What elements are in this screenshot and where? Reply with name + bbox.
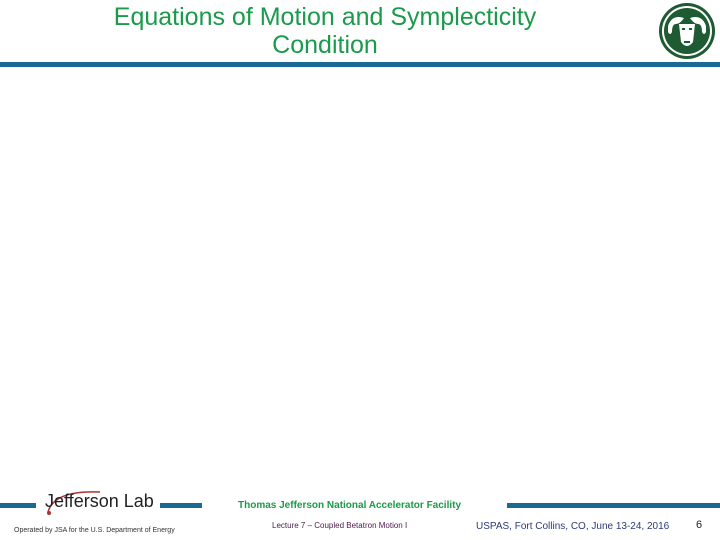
jefferson-lab-swoosh-icon [47, 491, 101, 515]
csu-ram-logo-icon [659, 3, 715, 59]
title-line-1: Equations of Motion and Symplecticity [113, 3, 537, 31]
venue-date: USPAS, Fort Collins, CO, June 13-24, 201… [476, 521, 670, 532]
lecture-title: Lecture 7 – Coupled Betatron Motion I [272, 521, 408, 530]
title-divider [0, 62, 720, 67]
facility-name: Thomas Jefferson National Accelerator Fa… [238, 500, 462, 511]
footer-bar [507, 503, 720, 508]
slide-title: Equations of Motion and Symplecticity Co… [40, 3, 610, 59]
jefferson-lab-logo: Jefferson Lab [45, 491, 154, 511]
page-number: 6 [696, 519, 703, 531]
footer-bar [0, 503, 36, 508]
footer-bar [160, 503, 202, 508]
title-line-2: Condition [272, 31, 378, 59]
operated-by-text: Operated by JSA for the U.S. Department … [14, 527, 175, 534]
